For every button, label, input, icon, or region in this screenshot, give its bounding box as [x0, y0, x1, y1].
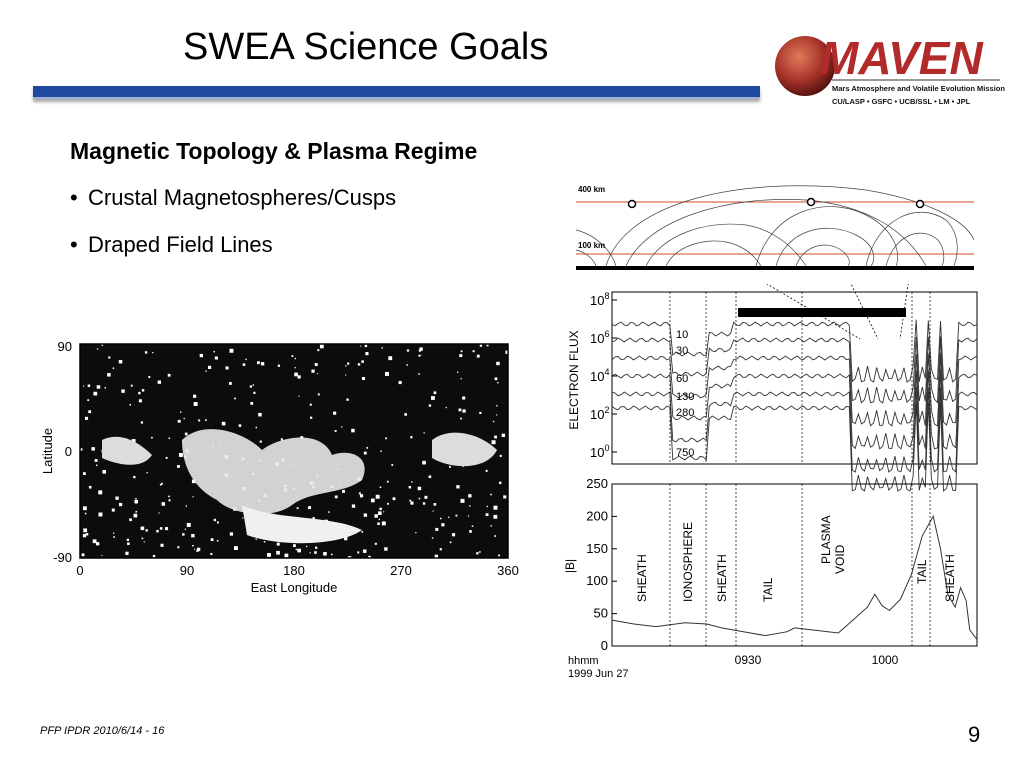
mars-planet-icon	[775, 36, 835, 96]
map-xtick: 0	[76, 563, 83, 578]
b-ylabel: |B|	[563, 559, 577, 573]
b-ytick: 150	[586, 541, 608, 556]
energy-label: 130	[676, 391, 694, 403]
region-label: SHEATH	[943, 554, 957, 602]
time-series-chart: 100 102 104 106 108 ELECTRON FLUX 10 30 60 130 2…	[563, 284, 978, 680]
map-ytick: -90	[53, 550, 72, 565]
highlight-bar	[738, 308, 906, 317]
section-heading: Magnetic Topology & Plasma Regime	[70, 138, 478, 164]
b-ytick: 200	[586, 508, 608, 523]
crustal-field-map: 90 0 -90 0 90 180 270 360 East Longitude…	[40, 339, 519, 595]
map-image	[80, 344, 509, 560]
field-line-diagram: 400 km 100 km	[575, 185, 975, 270]
map-xtick: 90	[180, 563, 194, 578]
electron-flux-panel: 100 102 104 106 108 ELECTRON FLUX 10 30 60 130 2…	[567, 291, 978, 492]
region-label: TAIL	[761, 577, 775, 602]
map-ytick: 90	[58, 339, 72, 354]
slide-title: SWEA Science Goals	[183, 26, 549, 68]
altitude-label-low: 100 km	[578, 241, 605, 250]
footer-text: PFP IPDR 2010/6/14 - 16	[40, 725, 165, 737]
map-xtick: 360	[497, 563, 519, 578]
b-ytick: 250	[586, 476, 608, 491]
region-label: SHEATH	[715, 554, 729, 602]
flux-ytick: 100	[590, 443, 609, 460]
region-label: IONOSPHERE	[681, 522, 695, 602]
logo-wordmark: MAVEN	[820, 32, 983, 84]
flux-ytick: 108	[590, 291, 609, 308]
flux-ylabel: ELECTRON FLUX	[567, 330, 581, 429]
altitude-label-high: 400 km	[578, 185, 605, 194]
region-label: TAIL	[915, 559, 929, 584]
map-xtick: 180	[283, 563, 305, 578]
map-ytick: 0	[65, 444, 72, 459]
b-field-line	[611, 515, 978, 640]
flux-line	[611, 336, 978, 404]
title-underline-bar	[33, 86, 760, 99]
flux-line	[611, 386, 978, 473]
energy-label: 280	[676, 407, 694, 419]
maven-logo: MAVEN Mars Atmosphere and Volatile Evolu…	[775, 32, 1005, 106]
energy-label: 60	[676, 373, 688, 385]
map-xlabel: East Longitude	[251, 580, 338, 595]
bullet-item-1: • Crustal Magnetospheres/Cusps	[70, 185, 397, 210]
energy-label: 30	[676, 345, 688, 357]
b-field-panel: 0 50 100 150 200 250 |B| SHEATH IONOSPHERE SHEA…	[563, 476, 978, 680]
energy-label: 10	[676, 329, 688, 341]
x-caption-date: 1999 Jun 27	[568, 668, 629, 680]
region-label: SHEATH	[635, 554, 649, 602]
b-ytick: 100	[586, 573, 608, 588]
energy-label: 750	[676, 447, 694, 459]
flux-line	[611, 319, 978, 383]
flux-line	[611, 369, 978, 450]
b-xtick: 1000	[872, 653, 899, 667]
map-ylabel: Latitude	[40, 428, 55, 474]
logo-partners: CU/LASP • GSFC • UCB/SSL • LM • JPL	[832, 97, 971, 106]
region-label: PLASMA	[819, 515, 833, 564]
flux-ytick: 106	[590, 329, 609, 346]
region-label: VOID	[833, 544, 847, 574]
map-xtick: 270	[390, 563, 412, 578]
x-caption-hhmm: hhmm	[568, 655, 599, 667]
b-ytick: 50	[594, 606, 608, 621]
b-xtick: 0930	[735, 653, 762, 667]
flux-line	[611, 352, 978, 427]
flux-ytick: 102	[590, 405, 609, 422]
bullet-item-2: • Draped Field Lines	[70, 232, 273, 257]
b-ytick: 0	[601, 638, 608, 653]
logo-subtitle: Mars Atmosphere and Volatile Evolution M…	[832, 84, 1005, 93]
flux-line	[611, 401, 978, 492]
flux-ytick: 104	[590, 367, 609, 384]
page-number: 9	[968, 722, 981, 747]
